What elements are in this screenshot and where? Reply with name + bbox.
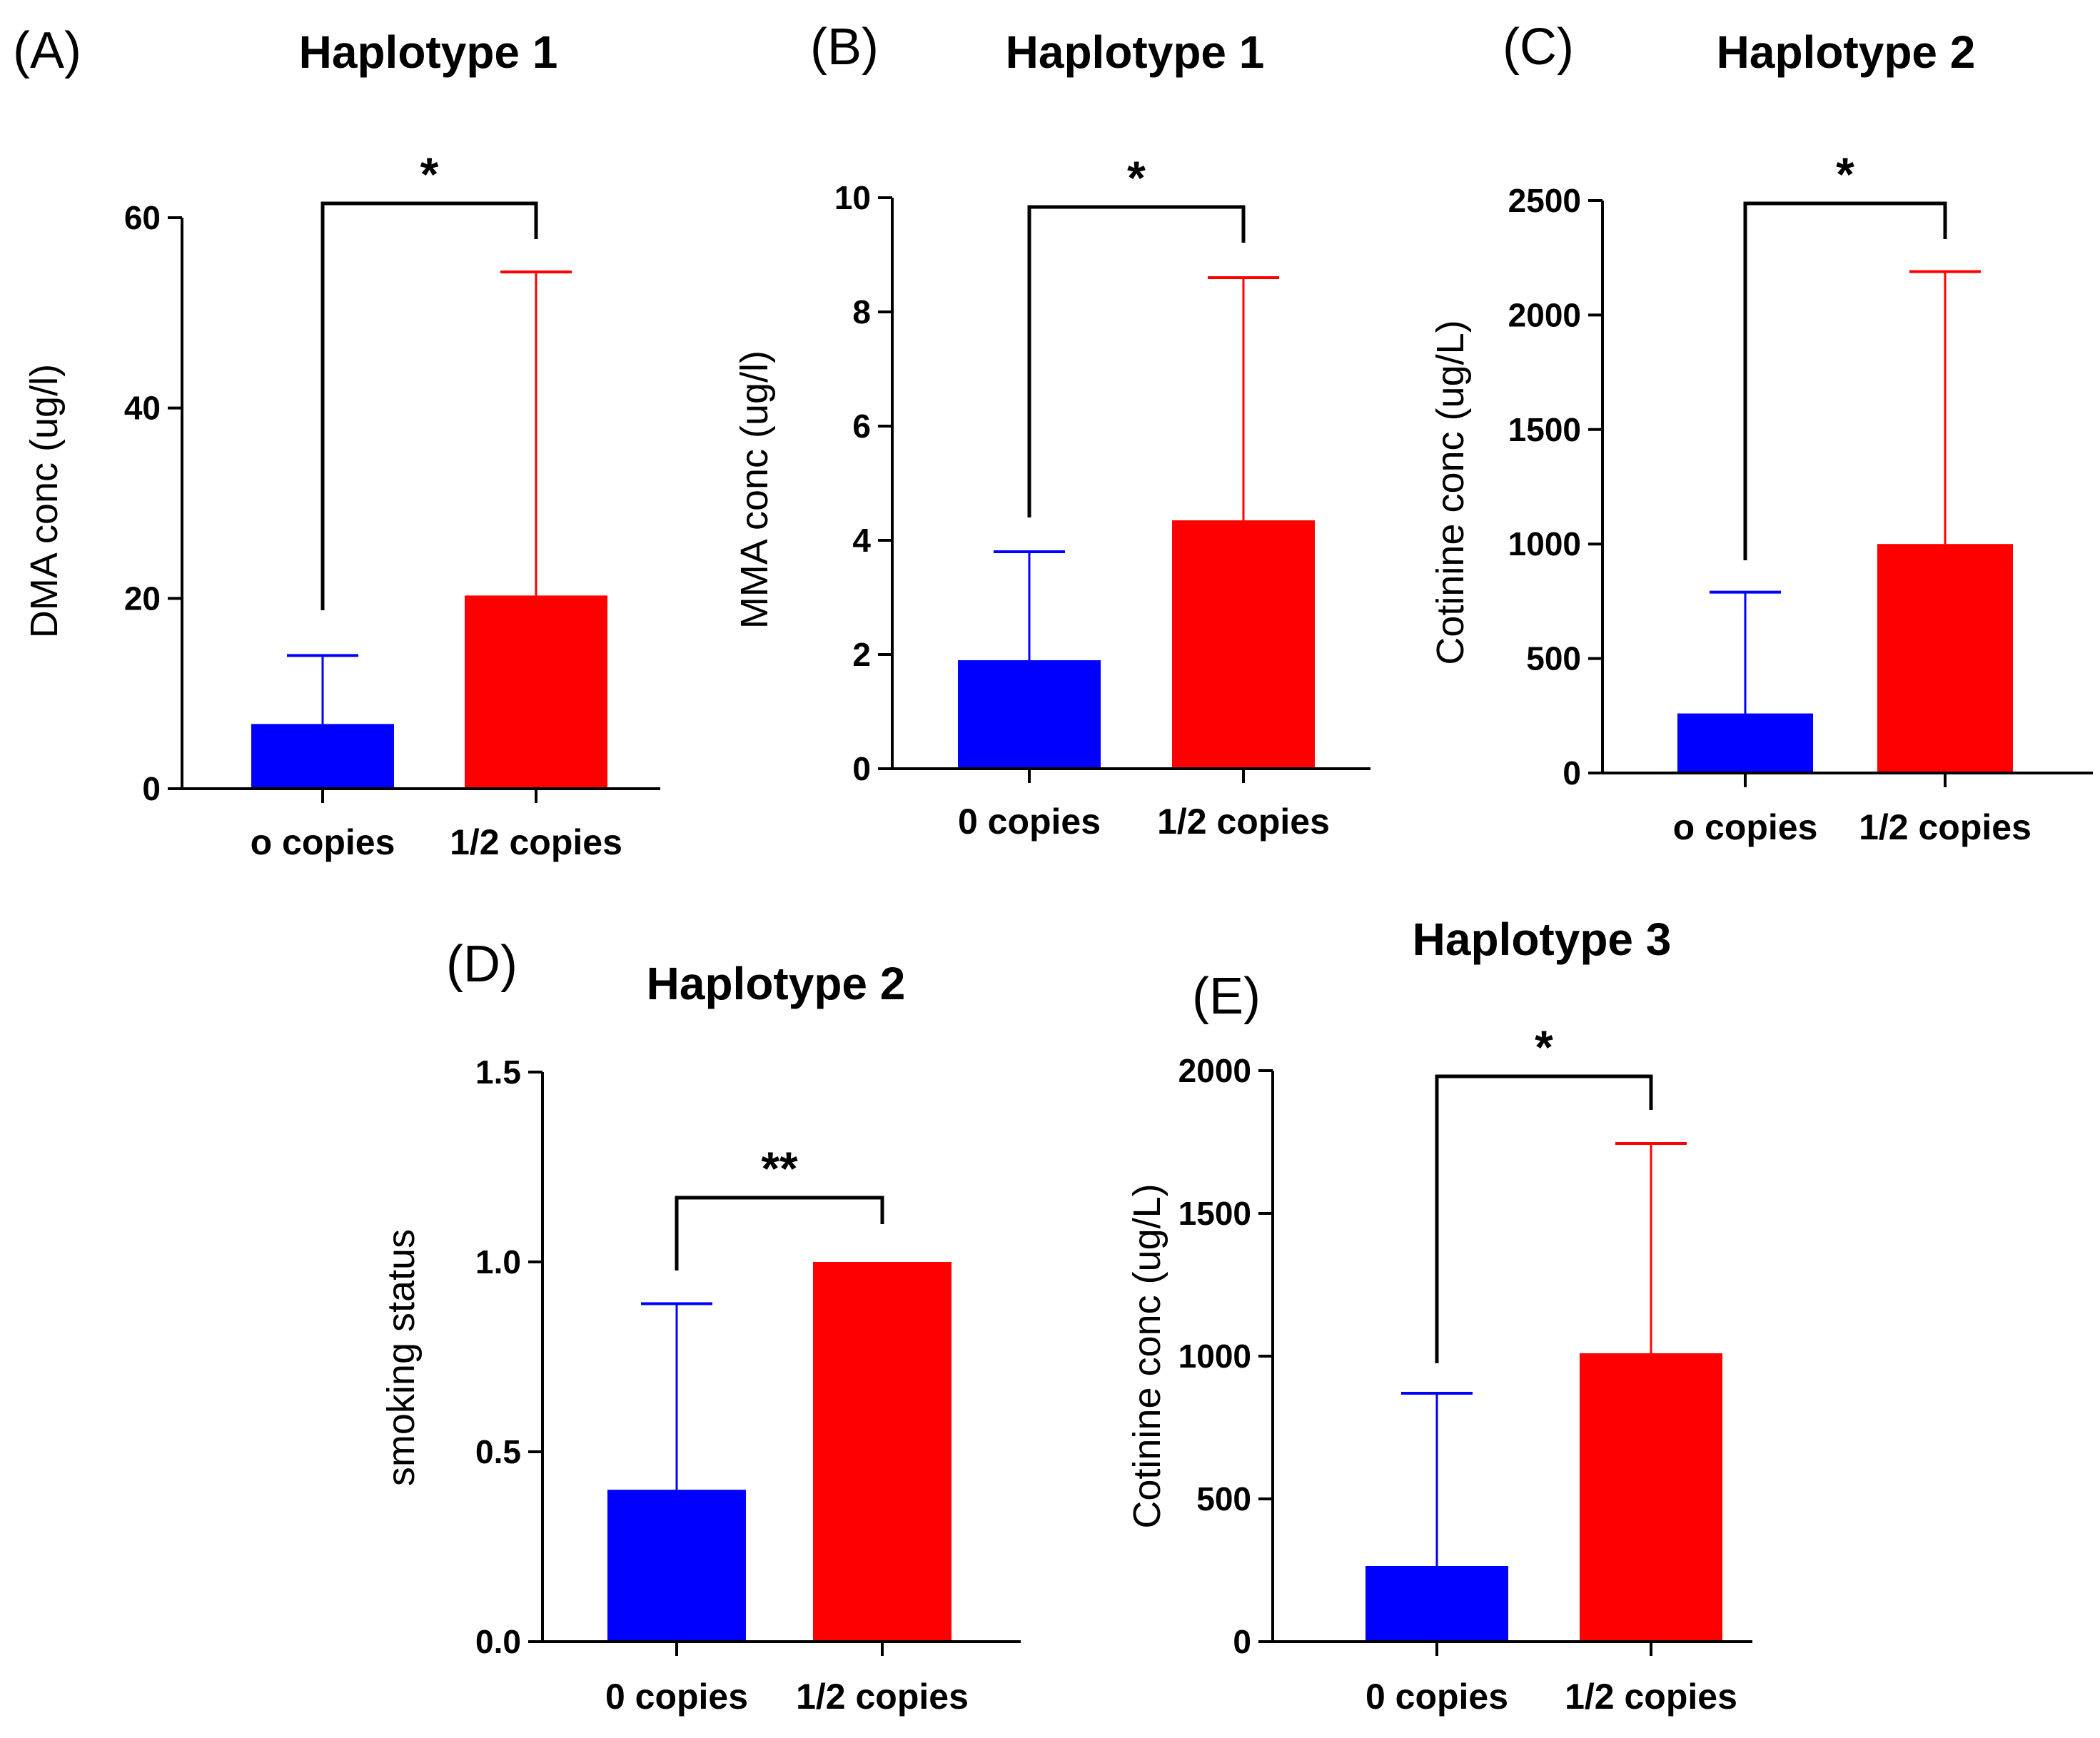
y-tick-label: 1500 (1508, 411, 1581, 448)
significance-marker: * (1836, 148, 1854, 201)
y-tick-label: 0 (852, 750, 871, 787)
bar-zero-copies (1677, 713, 1813, 773)
panel-c: (C) Haplotype 2 Cotinine conc (ug/L) 0 500 10… (1429, 19, 2093, 847)
significance-bracket (1027, 205, 1246, 517)
bar-zero-copies (607, 1490, 746, 1642)
y-axis-label: smoking status (380, 1229, 423, 1486)
bar-one-two-copies (1172, 520, 1315, 769)
y-tick-label: 6 (852, 408, 871, 445)
panel-tag: (A) (13, 22, 81, 79)
x-tick-label: 1/2 copies (450, 822, 622, 862)
y-axis-label: Cotinine conc (ug/L) (1429, 320, 1472, 665)
y-tick-label: 0.0 (475, 1623, 521, 1660)
x-tick-label: 0 copies (605, 1677, 748, 1717)
significance-marker: ** (761, 1142, 798, 1195)
x-tick-label: 0 copies (958, 802, 1101, 842)
y-tick-label: 0 (142, 770, 161, 807)
chart-title: Haplotype 2 (1717, 26, 1976, 78)
bar-zero-copies (958, 660, 1101, 769)
x-tick-label: 1/2 copies (1157, 802, 1330, 842)
y-tick-label: 0 (1233, 1623, 1251, 1660)
chart-title: Haplotype 1 (1006, 26, 1265, 78)
y-tick-label: 2000 (1178, 1052, 1251, 1089)
x-tick-label: 1/2 copies (1565, 1677, 1737, 1717)
y-tick-label: 1000 (1178, 1338, 1251, 1375)
x-tick-label: o copies (251, 822, 395, 862)
bar-zero-copies (1365, 1566, 1508, 1642)
chart-title: Haplotype 2 (647, 958, 906, 1009)
y-tick-label: 1.5 (475, 1054, 521, 1091)
significance-bracket (1743, 201, 1947, 560)
significance-marker: * (1127, 151, 1146, 204)
y-tick-label: 500 (1196, 1480, 1251, 1517)
y-tick-label: 60 (124, 199, 161, 236)
panel-tag: (D) (446, 936, 518, 993)
y-tick-label: 0.5 (475, 1433, 521, 1470)
x-tick-label: 1/2 copies (1859, 807, 2031, 847)
panel-tag: (C) (1503, 19, 1574, 76)
panel-d: (D) Haplotype 2 smoking status 0.0 0.5 1.0 1.5… (380, 936, 1021, 1717)
y-axis-label: MMA conc (ug/l) (733, 350, 776, 629)
bar-one-two-copies (813, 1262, 951, 1642)
bar-one-two-copies (1580, 1353, 1722, 1642)
y-tick-label: 4 (852, 522, 871, 559)
panel-a: (A) Haplotype 1 DMA conc (ug/l) 0 20 40 60 o co… (13, 22, 660, 862)
y-tick-label: 20 (124, 580, 161, 617)
y-axis-label: DMA conc (ug/l) (23, 364, 66, 638)
significance-bracket (1435, 1074, 1653, 1363)
significance-bracket (675, 1196, 884, 1270)
y-tick-label: 2500 (1508, 182, 1581, 219)
y-tick-label: 0 (1563, 754, 1581, 792)
significance-marker: * (420, 148, 439, 201)
y-tick-label: 40 (124, 390, 161, 427)
y-tick-label: 2 (852, 636, 871, 673)
x-tick-label: 1/2 copies (796, 1677, 969, 1717)
panel-e: (E) Haplotype 3 Cotinine conc (ug/L) 0 500 10… (1126, 914, 1752, 1717)
y-axis-label: Cotinine conc (ug/L) (1126, 1183, 1168, 1528)
bar-zero-copies (251, 724, 394, 789)
y-tick-label: 8 (852, 293, 871, 330)
chart-title: Haplotype 1 (299, 26, 558, 78)
panel-tag: (E) (1192, 968, 1261, 1025)
y-tick-label: 1.0 (475, 1243, 521, 1280)
chart-title: Haplotype 3 (1413, 914, 1672, 965)
panel-b: (B) Haplotype 1 MMA conc (ug/l) 0 2 4 6 8 10 0 co… (733, 19, 1370, 842)
x-tick-label: 0 copies (1365, 1677, 1508, 1717)
y-tick-label: 10 (834, 179, 871, 216)
x-tick-label: o copies (1673, 807, 1818, 847)
significance-bracket (320, 201, 538, 610)
panel-tag: (B) (810, 19, 879, 76)
y-tick-label: 500 (1526, 640, 1581, 677)
bar-one-two-copies (465, 595, 607, 789)
y-tick-label: 1500 (1178, 1195, 1251, 1232)
y-tick-label: 2000 (1508, 296, 1581, 333)
bar-one-two-copies (1877, 544, 2013, 773)
significance-marker: * (1535, 1021, 1553, 1073)
y-tick-label: 1000 (1508, 525, 1581, 562)
